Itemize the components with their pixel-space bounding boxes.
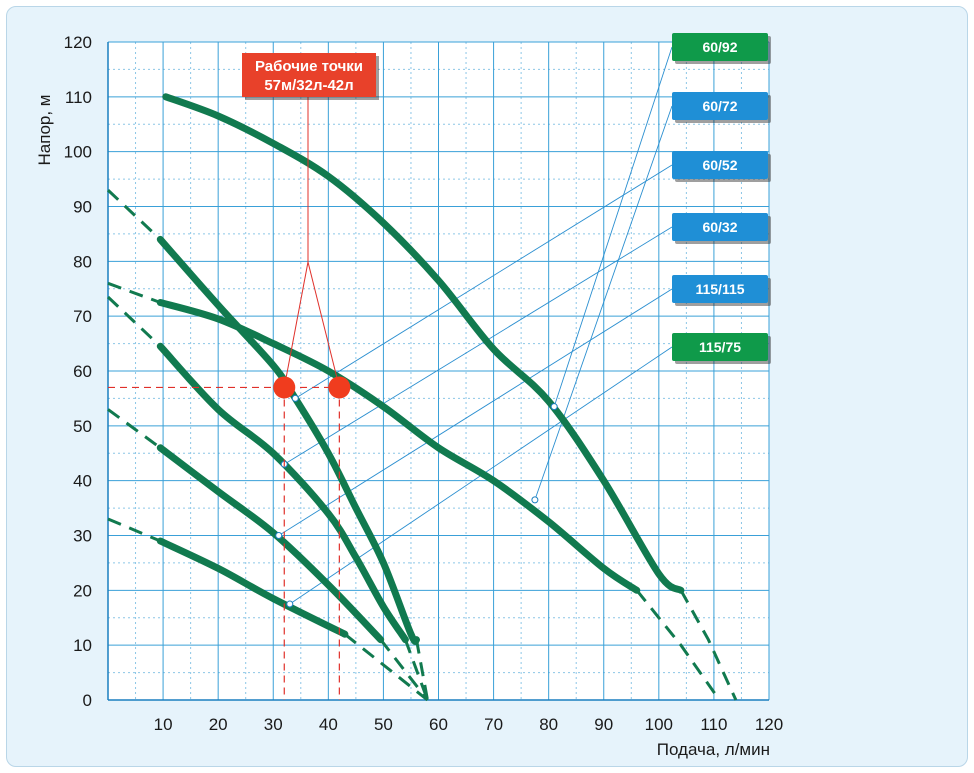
curve-label-point: [531, 496, 539, 504]
tag-ray: [553, 46, 673, 407]
y-tick-label: 100: [64, 143, 92, 162]
x-tick-label: 30: [264, 715, 283, 734]
y-tick-label: 10: [73, 636, 92, 655]
callout-leader: [283, 261, 309, 388]
curve-label-point: [286, 600, 294, 608]
x-tick-label: 10: [154, 715, 173, 734]
x-tick-label: 120: [755, 715, 783, 734]
x-tick-label: 70: [484, 715, 503, 734]
series-tag: [672, 213, 768, 241]
series-tag: [672, 333, 768, 361]
curve-label-point: [291, 394, 299, 402]
y-tick-label: 110: [65, 88, 92, 107]
curve-extension-dashed: [679, 589, 738, 701]
working-point: [273, 376, 296, 399]
curve-60-52: [156, 235, 420, 645]
x-tick-label: 20: [209, 715, 228, 734]
x-tick-label: 110: [700, 715, 727, 734]
curve-extension-dashed: [415, 639, 429, 701]
callout-leader: [307, 261, 340, 388]
y-tick-label: 40: [73, 472, 92, 491]
x-tick-label: 80: [539, 715, 558, 734]
tag-ray: [278, 288, 673, 536]
series-tag-layer: 60/92 60/72 60/52 60/32 115/115 115/75: [672, 33, 771, 364]
curve-layer: [106, 93, 738, 702]
y-tick-label: 30: [73, 527, 92, 546]
curve-115-75: [156, 537, 349, 638]
y-tick-label: 120: [64, 33, 92, 52]
curve-extension-dashed: [107, 281, 161, 304]
series-tag-label: 60/52: [702, 157, 737, 173]
marker-layer: [275, 394, 558, 608]
working-point: [328, 376, 351, 399]
tag-ray: [534, 105, 673, 501]
y-axis-title: Напор, м: [35, 95, 54, 166]
series-tag: [672, 33, 768, 61]
grid-layer: [107, 41, 770, 701]
curve-60-72: [156, 299, 641, 594]
series-tag-label: 115/115: [695, 281, 744, 297]
y-tick-label: 50: [73, 417, 92, 436]
series-tag-label: 60/72: [702, 98, 737, 114]
annotation-layer: Рабочие точки 57м/32л-42л: [108, 53, 379, 700]
y-tick-label: 70: [73, 307, 92, 326]
series-tag: [672, 151, 768, 179]
curve-extension-dashed: [106, 295, 162, 348]
x-tick-label: 50: [374, 715, 393, 734]
curve-115-115: [156, 444, 385, 644]
curve-extension-dashed: [106, 189, 162, 241]
x-tick-label: 100: [645, 715, 673, 734]
callout-box: [242, 53, 376, 97]
curve-60-92: [162, 93, 685, 594]
y-tick-label: 60: [73, 362, 92, 381]
x-axis-title: Подача, л/мин: [657, 740, 770, 759]
series-tag: [672, 92, 768, 120]
x-tick-label: 90: [594, 715, 613, 734]
y-tick-label: 80: [73, 252, 92, 271]
curve-extension-dashed: [403, 639, 429, 701]
y-tick-label: 20: [73, 581, 92, 600]
callout-line: 57м/32л-42л: [264, 77, 353, 94]
tick-layer: 0 10 20 30 40 50 60 70 80 90 100 110 120 10 20 30 40 50 60…: [64, 33, 784, 734]
curve-label-point: [550, 403, 558, 411]
curve-extension-dashed: [343, 633, 429, 702]
curve-extension-dashed: [107, 408, 162, 450]
y-tick-label: 0: [83, 691, 92, 710]
series-tag: [672, 275, 768, 303]
x-tick-label: 40: [319, 715, 338, 734]
series-tag-label: 60/32: [702, 219, 737, 235]
series-tag-label: 115/75: [699, 339, 741, 355]
y-tick-label: 90: [73, 198, 92, 217]
curve-60-32: [156, 342, 409, 644]
curve-extension-dashed: [379, 638, 429, 701]
tag-ray-layer: [278, 46, 673, 605]
tag-ray: [284, 226, 673, 465]
curve-label-point: [275, 532, 283, 539]
x-tick-label: 60: [429, 715, 448, 734]
curve-extension-dashed: [107, 517, 161, 543]
tag-ray: [295, 164, 673, 399]
series-tag-label: 60/92: [702, 39, 737, 55]
curve-extension-dashed: [635, 589, 721, 701]
callout-line: Рабочие точки: [255, 58, 363, 75]
